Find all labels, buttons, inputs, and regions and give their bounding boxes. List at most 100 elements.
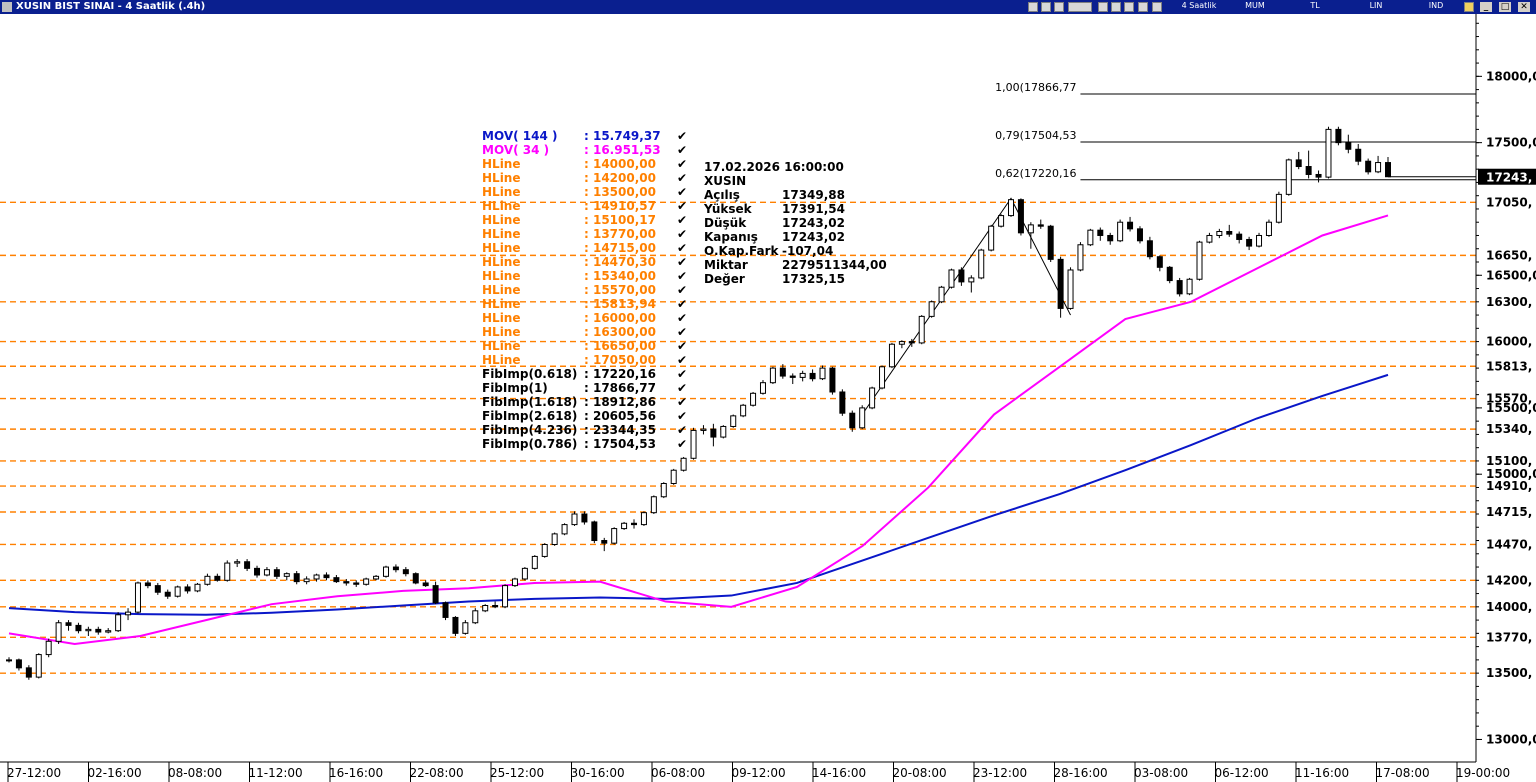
legend-name: HLine	[482, 227, 521, 241]
zoom-box-icon[interactable]	[1068, 2, 1092, 12]
legend-check-icon[interactable]: ✔	[677, 227, 688, 241]
legend-check-icon[interactable]: ✔	[677, 325, 688, 339]
candle-body	[164, 591, 171, 597]
legend-value: : 15570,00	[584, 283, 656, 297]
candle-body	[1186, 278, 1193, 295]
candle-body	[273, 569, 280, 577]
candle-body	[134, 582, 141, 613]
price-chart[interactable]: 17050, 16650, 16300, 16000, 15813, 15570, 1534…	[0, 14, 1536, 782]
candle-body	[640, 512, 647, 526]
legend-check-icon[interactable]: ✔	[677, 395, 688, 409]
legend-name: HLine	[482, 325, 521, 339]
candle-body	[244, 561, 251, 569]
legend-check-icon[interactable]: ✔	[677, 199, 688, 213]
legend-check-icon[interactable]: ✔	[677, 409, 688, 423]
candle-body	[531, 555, 538, 569]
candle-body	[710, 428, 717, 438]
candle-body	[680, 457, 687, 471]
hline-label: 14715,	[1486, 505, 1532, 519]
candle-body	[402, 569, 409, 575]
ohlc-label: Açılış	[704, 188, 740, 202]
chart-type-icon[interactable]	[1028, 2, 1038, 12]
legend-check-icon[interactable]: ✔	[677, 367, 688, 381]
indicator-button[interactable]: IND	[1428, 1, 1444, 10]
legend-check-icon[interactable]: ✔	[677, 381, 688, 395]
candle-body	[373, 575, 380, 580]
y-tick-label: 17500,0	[1486, 136, 1536, 150]
x-tick-label: 16-16:00	[329, 766, 383, 780]
legend-check-icon[interactable]: ✔	[677, 353, 688, 367]
x-tick-label: 14-16:00	[812, 766, 866, 780]
legend-check-icon[interactable]: ✔	[677, 311, 688, 325]
legend-check-icon[interactable]: ✔	[677, 185, 688, 199]
candle-body	[720, 425, 727, 438]
candle-body	[1335, 128, 1342, 144]
draw-tool-icon[interactable]	[1041, 2, 1051, 12]
candle-body	[1156, 256, 1163, 268]
currency-button[interactable]: TL	[1310, 1, 1320, 10]
lock-icon[interactable]	[1464, 2, 1474, 12]
legend-check-icon[interactable]: ✔	[677, 283, 688, 297]
legend-check-icon[interactable]: ✔	[677, 423, 688, 437]
candle-body	[670, 469, 677, 484]
export-icon[interactable]	[1152, 2, 1162, 12]
legend-name: FibImp(2.618)	[482, 409, 578, 423]
candle-body	[1385, 162, 1391, 178]
legend-value: : 20605,56	[584, 409, 656, 423]
candle-body	[1305, 166, 1312, 175]
legend-name: HLine	[482, 185, 521, 199]
candle-body	[918, 315, 925, 344]
ohlc-label: Kapanış	[704, 230, 758, 244]
candle-body	[65, 622, 72, 626]
settings-icon[interactable]	[1054, 2, 1064, 12]
scale-button[interactable]: LIN	[1369, 1, 1383, 10]
style-button[interactable]: MUM	[1245, 1, 1265, 10]
hline-label: 14200,	[1486, 573, 1532, 587]
legend-check-icon[interactable]: ✔	[677, 157, 688, 171]
legend-check-icon[interactable]: ✔	[677, 269, 688, 283]
legend-check-icon[interactable]: ✔	[677, 437, 688, 451]
candle-body	[660, 482, 667, 498]
candle-body	[1127, 221, 1134, 230]
period-button[interactable]: 4 Saatlik	[1181, 1, 1217, 10]
template-icon[interactable]	[1098, 2, 1108, 12]
legend-check-icon[interactable]: ✔	[677, 297, 688, 311]
candle-body	[1027, 224, 1034, 234]
legend-value: : 17220,16	[584, 367, 656, 381]
ohlc-label: Miktar	[704, 258, 748, 272]
indicator-icon[interactable]	[1111, 2, 1121, 12]
legend-value: : 15813,94	[584, 297, 656, 311]
axes-layer: 18000,0 17500,0 16500,0 15500,0 15000,0 13000…	[0, 14, 1536, 782]
hline-label: 15100,	[1486, 454, 1532, 468]
compare-icon[interactable]	[1124, 2, 1134, 12]
candle-body	[1047, 225, 1054, 260]
candle-body	[283, 573, 290, 577]
candle-body	[1246, 238, 1253, 247]
legend-value: : 18912,86	[584, 395, 656, 409]
hline-label: 14470,	[1486, 537, 1532, 551]
candle-body	[650, 496, 657, 514]
candle-body	[799, 372, 806, 378]
legend-value: : 23344,35	[584, 423, 656, 437]
legend-check-icon[interactable]: ✔	[677, 241, 688, 255]
legend-name: HLine	[482, 199, 521, 213]
legend-check-icon[interactable]: ✔	[677, 213, 688, 227]
x-tick-label: 19-00:00	[1456, 766, 1510, 780]
candle-body	[601, 540, 608, 544]
legend-check-icon[interactable]: ✔	[677, 339, 688, 353]
maximize-button[interactable]: □	[1499, 2, 1511, 12]
hline-label: 13770,	[1486, 630, 1532, 644]
candle-body	[303, 578, 310, 583]
legend-check-icon[interactable]: ✔	[677, 129, 688, 143]
candle-body	[442, 602, 449, 618]
close-button[interactable]: ✕	[1518, 2, 1530, 12]
minimize-button[interactable]: _	[1480, 2, 1492, 12]
legend-check-icon[interactable]: ✔	[677, 171, 688, 185]
window-title: XUSIN BIST SINAI - 4 Saatlik (.4h)	[16, 1, 206, 12]
candle-body	[382, 566, 389, 577]
legend-check-icon[interactable]: ✔	[677, 255, 688, 269]
legend-check-icon[interactable]: ✔	[677, 143, 688, 157]
candle-body	[769, 367, 776, 384]
x-tick-label: 28-16:00	[1054, 766, 1108, 780]
print-icon[interactable]	[1138, 2, 1148, 12]
